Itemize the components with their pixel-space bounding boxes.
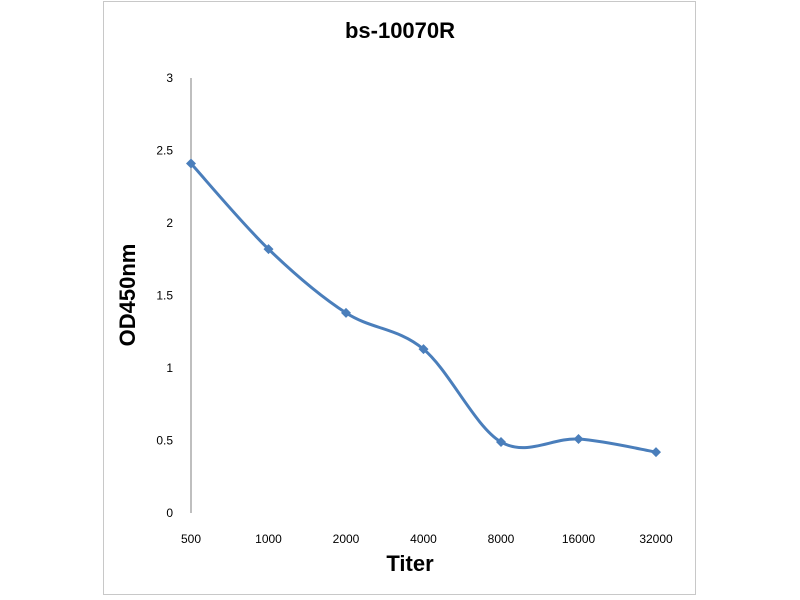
x-tick-label: 500 [181,532,201,546]
data-point [341,307,351,318]
x-tick-label: 32000 [639,532,673,546]
data-point [418,344,429,355]
y-tick-label: 0.5 [156,434,173,448]
y-tick-label: 2.5 [156,144,173,158]
x-tick-label: 4000 [410,532,437,546]
x-tick-label: 2000 [333,532,360,546]
x-tick-label: 16000 [562,532,596,546]
chart-frame [103,1,696,595]
data-point [496,436,506,447]
y-tick-label: 3 [166,71,173,85]
data-point [651,447,661,458]
data-point [263,244,274,255]
data-point [573,434,584,445]
series-line [189,162,657,454]
chart-title: bs-10070R [344,18,456,43]
y-tick-label: 1 [166,361,173,375]
x-axis-label: Titer [386,551,434,576]
y-tick-label: 1.5 [156,289,173,303]
y-tick-label: 0 [166,506,173,520]
x-tick-label: 1000 [255,532,282,546]
data-point [186,158,196,169]
x-tick-label: 8000 [488,532,515,546]
y-tick-label: 2 [166,216,173,230]
